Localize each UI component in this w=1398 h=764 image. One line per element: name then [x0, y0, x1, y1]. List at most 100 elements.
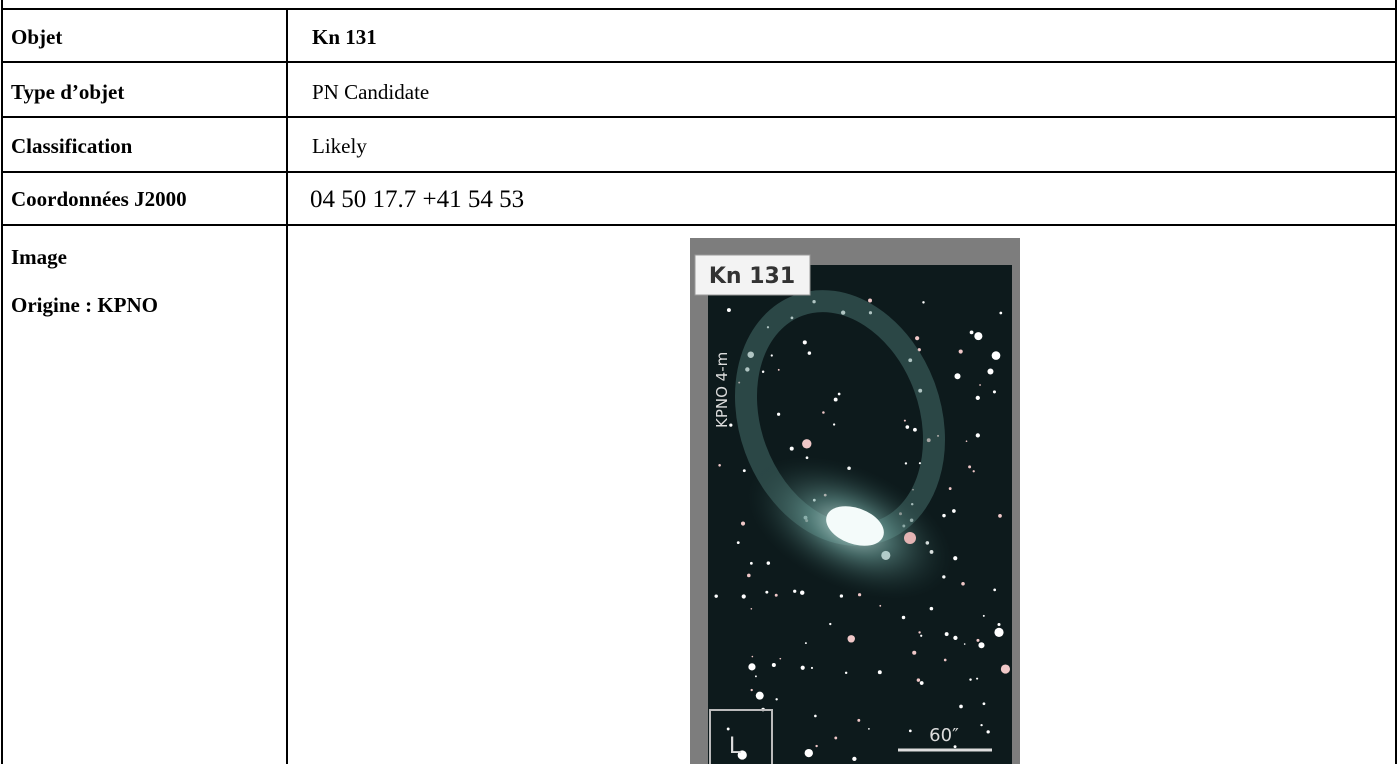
star	[945, 632, 949, 636]
star	[983, 615, 985, 617]
star	[845, 672, 847, 674]
row-label: Type d’objet	[11, 80, 124, 104]
star	[756, 692, 764, 700]
star	[992, 351, 1001, 360]
star	[848, 635, 855, 642]
star	[750, 562, 753, 565]
star	[833, 423, 835, 425]
star	[954, 373, 960, 379]
star	[868, 728, 870, 730]
star	[993, 589, 996, 592]
star	[976, 396, 980, 400]
star	[904, 532, 916, 544]
star	[952, 509, 956, 513]
star	[912, 651, 916, 655]
star	[987, 369, 993, 375]
row-line	[2, 61, 1396, 63]
star	[800, 591, 804, 595]
scale-label: 60″	[929, 725, 959, 746]
star	[917, 678, 920, 681]
row-label: Coordonnées J2000	[11, 187, 187, 211]
star	[762, 371, 764, 373]
star	[953, 636, 957, 640]
star	[840, 594, 843, 597]
star	[748, 663, 755, 670]
star	[751, 689, 753, 691]
star	[974, 332, 982, 340]
star	[767, 561, 770, 564]
row-label: Objet	[11, 25, 62, 49]
border-right	[1395, 0, 1397, 764]
star	[805, 642, 807, 644]
star	[918, 631, 920, 633]
column-divider	[286, 8, 288, 764]
row-value: Kn 131	[312, 25, 377, 49]
star	[718, 464, 721, 467]
star	[805, 749, 813, 757]
star	[920, 681, 924, 685]
star	[802, 439, 811, 448]
star	[949, 487, 952, 490]
star	[801, 666, 805, 670]
star	[998, 514, 1002, 518]
star	[964, 643, 966, 645]
star	[755, 675, 757, 677]
star	[714, 594, 717, 597]
row-line	[2, 116, 1396, 118]
star	[944, 659, 947, 662]
row-label: Classification	[11, 134, 132, 158]
star	[879, 605, 881, 607]
page: html, body { margin: 0; padding: 0; widt…	[0, 0, 1398, 764]
star	[970, 330, 974, 334]
row-line	[2, 8, 1396, 10]
star	[778, 369, 780, 371]
star	[920, 635, 922, 637]
star	[976, 433, 980, 437]
star	[966, 440, 968, 442]
row-value: Likely	[312, 134, 367, 158]
star	[779, 658, 781, 660]
row-value: PN Candidate	[312, 80, 429, 104]
star	[808, 351, 811, 354]
star	[793, 590, 796, 593]
star	[838, 393, 841, 396]
star	[747, 574, 751, 578]
star	[979, 384, 981, 386]
row-line	[2, 224, 1396, 226]
star	[959, 349, 963, 353]
star	[904, 420, 906, 422]
star	[868, 299, 872, 303]
star	[878, 670, 882, 674]
star	[999, 312, 1002, 315]
object-image: Kn 131 KPNO 4-m L 60″	[690, 238, 1020, 764]
star	[822, 411, 825, 414]
star	[775, 594, 778, 597]
star	[815, 745, 817, 747]
star	[814, 715, 817, 718]
star	[743, 469, 746, 472]
star	[727, 728, 730, 731]
star	[959, 705, 963, 709]
star	[834, 398, 838, 402]
star	[742, 594, 746, 598]
star	[976, 678, 978, 680]
row-label: Image	[11, 245, 67, 269]
telescope-label: KPNO 4-m	[713, 352, 731, 428]
border-left	[1, 0, 3, 764]
row-line	[2, 171, 1396, 173]
star	[765, 591, 768, 594]
star	[857, 719, 860, 722]
star	[772, 663, 776, 667]
star	[978, 642, 984, 648]
star	[811, 667, 813, 669]
star	[993, 390, 996, 393]
star	[980, 724, 982, 726]
star	[751, 608, 753, 610]
filter-label: L	[729, 734, 742, 759]
star	[983, 702, 986, 705]
star	[942, 514, 945, 517]
row-label: Origine : KPNO	[11, 293, 158, 317]
star	[961, 582, 965, 586]
star	[953, 556, 957, 560]
star	[775, 698, 777, 700]
